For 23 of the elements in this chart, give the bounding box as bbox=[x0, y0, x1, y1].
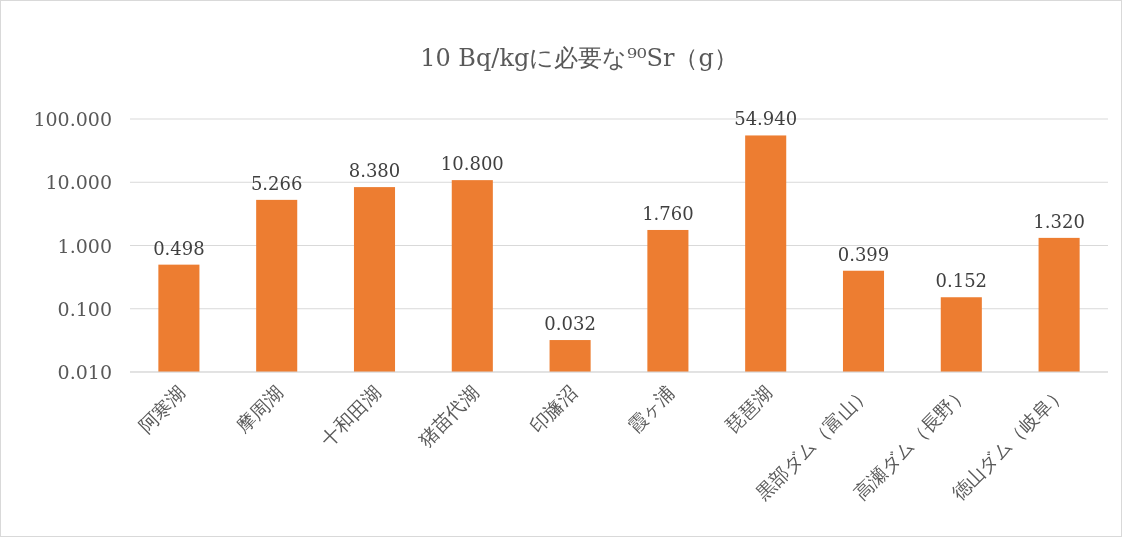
data-label: 1.320 bbox=[1033, 210, 1085, 232]
data-label: 0.152 bbox=[935, 270, 988, 292]
x-tick-label: 琵琶湖 bbox=[720, 381, 777, 438]
data-label: 1.760 bbox=[642, 202, 694, 224]
data-label: 54.940 bbox=[734, 108, 798, 130]
x-tick-label: 印旛沼 bbox=[525, 381, 581, 438]
x-tick-label: 阿寒湖 bbox=[133, 381, 190, 438]
y-tick-label: 0.100 bbox=[57, 297, 112, 320]
data-label: 0.032 bbox=[544, 313, 596, 335]
y-tick-label: 0.010 bbox=[57, 361, 112, 383]
x-tick-label: 十和田湖 bbox=[316, 381, 386, 451]
y-tick-label: 100.000 bbox=[33, 108, 112, 130]
chart-title: 10 Bq/kgに必要な⁹⁰Sr（g） bbox=[420, 44, 738, 72]
y-tick-label: 10.000 bbox=[45, 171, 112, 194]
x-tick-label: 霞ヶ浦 bbox=[622, 381, 679, 438]
data-label: 0.498 bbox=[153, 237, 205, 259]
data-label: 10.800 bbox=[440, 153, 504, 175]
x-tick-label: 猪苗代湖 bbox=[413, 381, 484, 451]
data-label: 8.380 bbox=[348, 160, 401, 182]
x-tick-label: 摩周湖 bbox=[231, 381, 288, 438]
data-label: 0.399 bbox=[837, 243, 890, 265]
y-tick-label: 1.000 bbox=[57, 234, 112, 257]
data-label: 5.266 bbox=[250, 172, 303, 194]
